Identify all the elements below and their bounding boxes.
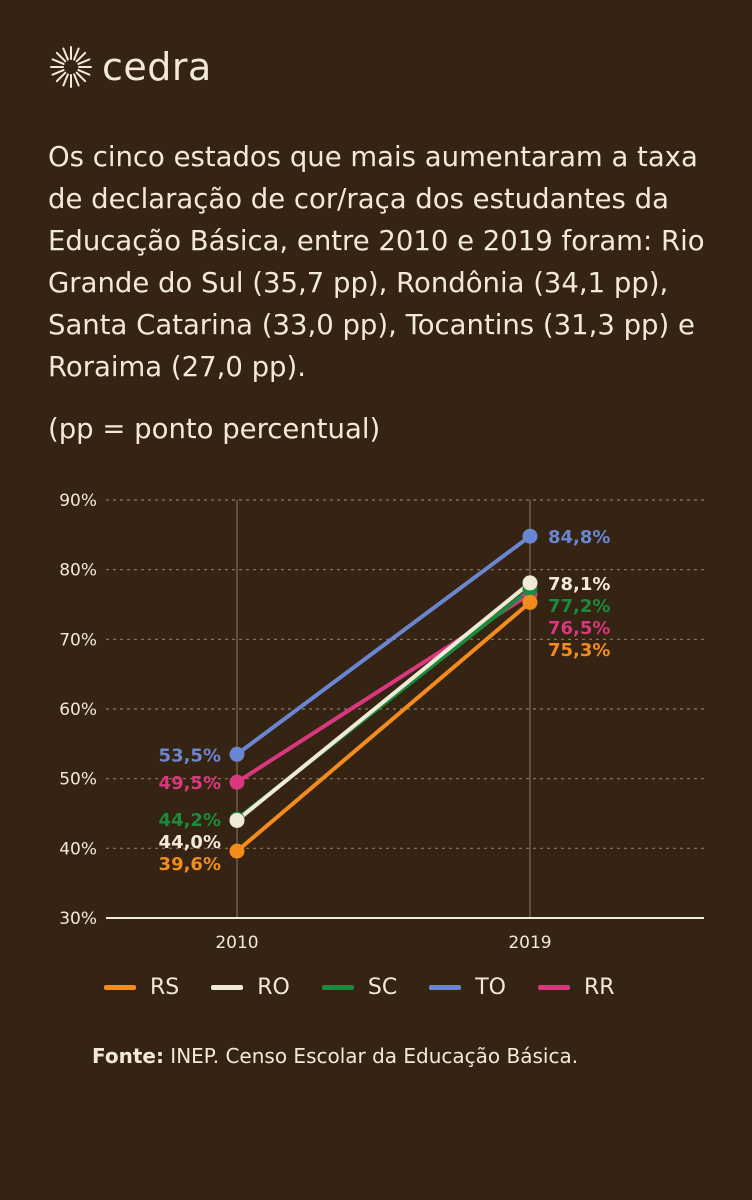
y-tick-label: 50% bbox=[59, 770, 97, 790]
brand-logo: cedra bbox=[48, 44, 212, 90]
footnote-pp: (pp = ponto percentual) bbox=[48, 413, 381, 445]
series-line-rs bbox=[235, 600, 532, 854]
sun-ray bbox=[55, 71, 67, 83]
sun-ray bbox=[62, 73, 69, 87]
series-line-ro bbox=[235, 580, 532, 823]
sun-ray bbox=[77, 69, 91, 76]
y-tick-label: 30% bbox=[59, 909, 97, 929]
series-line-to bbox=[235, 534, 532, 757]
data-point-to bbox=[522, 528, 538, 544]
legend-swatch bbox=[211, 985, 244, 990]
data-label-to: 84,8% bbox=[548, 527, 610, 548]
legend-item-rr: RR bbox=[537, 975, 615, 1000]
source-text: INEP. Censo Escolar da Educação Básica. bbox=[163, 1044, 579, 1068]
brand-name: cedra bbox=[102, 45, 212, 89]
source-label: Fonte: bbox=[92, 1044, 164, 1068]
sun-ray bbox=[51, 69, 65, 76]
legend-swatch bbox=[321, 985, 354, 990]
legend-label: RS bbox=[150, 975, 180, 1000]
legend-swatch bbox=[537, 985, 570, 990]
axis-ticks: 30% 40% 50% 60% 70% 80% 90% 2010 2019 bbox=[59, 491, 551, 953]
data-label-ro: 78,1% bbox=[548, 574, 610, 595]
data-point-rr bbox=[229, 774, 245, 790]
sun-ray bbox=[77, 58, 91, 65]
y-tick-label: 90% bbox=[59, 491, 97, 511]
sun-ray bbox=[73, 73, 80, 87]
data-label-sc: 77,2% bbox=[548, 596, 610, 617]
data-labels: 53,5% 49,5% 44,2%44,0%39,6% 84,8% 78,1%77,2%… bbox=[159, 527, 611, 875]
grid bbox=[106, 499, 704, 919]
legend-label: TO bbox=[475, 975, 506, 1000]
data-label-rs: 75,3% bbox=[548, 640, 610, 661]
data-point-to bbox=[229, 746, 245, 762]
legend-swatch bbox=[104, 985, 136, 990]
legend-item-sc: SC bbox=[321, 975, 398, 1000]
legend-label: SC bbox=[367, 975, 398, 1000]
source-note: Fonte: INEP. Censo Escolar da Educação B… bbox=[92, 1044, 578, 1068]
legend-label: RR bbox=[583, 975, 615, 1000]
x-tick-label: 2019 bbox=[508, 933, 551, 953]
sun-ray bbox=[73, 47, 80, 61]
y-tick-label: 60% bbox=[59, 700, 97, 720]
series-lines bbox=[229, 528, 538, 859]
legend-item-ro: RO bbox=[211, 975, 290, 1000]
sun-ray bbox=[55, 51, 67, 63]
y-tick-label: 80% bbox=[59, 561, 97, 581]
legend-swatch bbox=[429, 985, 462, 990]
data-point-rs bbox=[522, 594, 538, 610]
legend-item-to: TO bbox=[429, 975, 506, 1000]
y-tick-label: 70% bbox=[59, 630, 97, 650]
chart-legend: RS RO SC TO RR bbox=[104, 975, 615, 1000]
data-label-rr: 76,5% bbox=[548, 618, 610, 639]
data-label-rr: 49,5% bbox=[159, 773, 221, 794]
sun-ray bbox=[51, 58, 65, 65]
data-point-ro bbox=[522, 575, 538, 591]
legend-label: RO bbox=[257, 975, 290, 1000]
data-label-rs: 39,6% bbox=[159, 854, 221, 875]
x-tick-label: 2010 bbox=[215, 933, 258, 953]
legend-item-rs: RS bbox=[104, 975, 179, 1000]
sun-burst-icon bbox=[50, 46, 92, 88]
data-point-ro bbox=[229, 812, 245, 828]
data-point-rs bbox=[229, 843, 245, 859]
line-chart: 30% 40% 50% 60% 70% 80% 90% 2010 2019 53,5% 49,5%… bbox=[59, 491, 704, 953]
sun-ray bbox=[75, 51, 87, 63]
data-label-ro: 44,0% bbox=[159, 832, 221, 853]
y-tick-label: 40% bbox=[59, 839, 97, 859]
headline: Os cinco estados que mais aumentaram a t… bbox=[48, 141, 705, 383]
sun-ray bbox=[75, 71, 87, 83]
data-label-sc: 44,2% bbox=[159, 810, 221, 831]
data-label-to: 53,5% bbox=[159, 745, 221, 766]
sun-ray bbox=[62, 47, 69, 61]
